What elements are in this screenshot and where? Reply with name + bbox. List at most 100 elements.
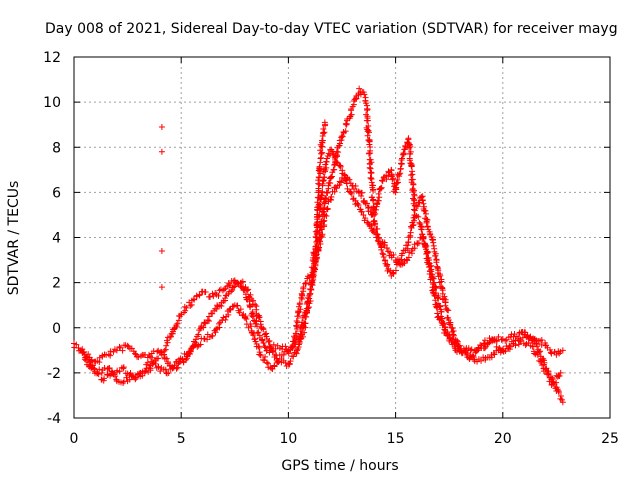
data-point-track-c bbox=[493, 343, 500, 350]
data-point-track-c bbox=[368, 169, 375, 176]
data-point-track-c bbox=[365, 150, 372, 157]
data-point-track-a bbox=[266, 349, 273, 356]
data-point-track-b bbox=[399, 261, 406, 268]
data-point-track-c bbox=[537, 348, 544, 355]
data-points bbox=[71, 85, 566, 406]
data-point-track-d bbox=[318, 150, 325, 157]
data-point-track-b bbox=[296, 340, 303, 347]
data-point-track-c bbox=[502, 348, 509, 355]
data-point-track-c bbox=[323, 189, 330, 196]
data-point-track-c bbox=[89, 362, 96, 369]
data-point-track-c bbox=[423, 218, 430, 225]
data-point-track-a bbox=[255, 329, 262, 336]
data-point-track-c bbox=[378, 184, 385, 191]
data-point-track-d bbox=[316, 163, 323, 170]
data-point-track-c bbox=[293, 318, 300, 325]
data-point-track-b bbox=[324, 205, 331, 212]
data-point-track-a bbox=[209, 290, 216, 297]
data-point-track-c bbox=[477, 342, 484, 349]
data-point-track-c bbox=[399, 155, 406, 162]
data-point-track-a bbox=[253, 317, 260, 324]
data-point-track-c bbox=[183, 356, 190, 363]
data-point-track-c bbox=[525, 335, 532, 342]
data-point-track-c bbox=[347, 113, 354, 120]
data-point-track-d bbox=[316, 194, 323, 201]
data-point-track-c bbox=[343, 121, 350, 128]
data-point-track-c bbox=[372, 210, 379, 217]
data-point-track-c bbox=[356, 85, 363, 92]
data-point-track-b bbox=[415, 240, 422, 247]
data-point-track-c bbox=[453, 341, 460, 348]
data-point-track-c bbox=[106, 365, 113, 372]
data-point-track-b bbox=[116, 368, 123, 375]
data-point-track-c bbox=[524, 333, 531, 340]
data-point-track-c bbox=[310, 269, 317, 276]
data-point-track-c bbox=[419, 197, 426, 204]
data-point-track-c bbox=[292, 330, 299, 337]
data-point-track-c bbox=[548, 374, 555, 381]
data-point-track-b bbox=[165, 369, 172, 376]
data-point-track-b bbox=[295, 344, 302, 351]
data-point-track-c bbox=[332, 158, 339, 165]
data-point-track-b bbox=[306, 291, 313, 298]
data-point-track-c bbox=[450, 332, 457, 339]
data-point-track-a bbox=[379, 250, 386, 257]
data-point-track-c bbox=[365, 129, 372, 136]
data-point-track-c bbox=[364, 132, 371, 139]
data-point-track-a bbox=[374, 225, 381, 232]
data-point-track-c bbox=[268, 365, 275, 372]
x-tick-label: 10 bbox=[279, 431, 297, 447]
data-point-track-c bbox=[304, 273, 311, 280]
data-point-track-b bbox=[394, 256, 401, 263]
data-point-track-c bbox=[290, 338, 297, 345]
data-point-track-c bbox=[374, 200, 381, 207]
data-point-track-c bbox=[91, 365, 98, 372]
data-point-track-c bbox=[426, 228, 433, 235]
data-point-track-b bbox=[321, 217, 328, 224]
data-point-track-c bbox=[165, 358, 172, 365]
data-point-track-c bbox=[433, 259, 440, 266]
data-point-track-a bbox=[358, 193, 365, 200]
data-point-track-a bbox=[319, 178, 326, 185]
data-point-track-c bbox=[462, 348, 469, 355]
data-point-track-b bbox=[354, 200, 361, 207]
data-point-track-c bbox=[375, 197, 382, 204]
data-point-track-c bbox=[216, 320, 223, 327]
data-point-track-c bbox=[248, 323, 255, 330]
data-point-track-c bbox=[294, 326, 301, 333]
data-point-track-c bbox=[243, 315, 250, 322]
data-point-track-a bbox=[321, 174, 328, 181]
data-point-track-c bbox=[166, 362, 173, 369]
data-point-track-c bbox=[406, 144, 413, 151]
data-point-track-a bbox=[182, 307, 189, 314]
data-point-track-c bbox=[410, 206, 417, 213]
data-point-track-c bbox=[155, 355, 162, 362]
data-point-track-c bbox=[493, 338, 500, 345]
data-point-track-c bbox=[227, 306, 234, 313]
y-tick-label: -2 bbox=[47, 366, 61, 382]
data-point-track-c bbox=[296, 308, 303, 315]
data-point-track-b bbox=[424, 249, 431, 256]
data-point-track-d bbox=[315, 187, 322, 194]
data-point-track-b bbox=[328, 193, 335, 200]
data-point-track-c bbox=[321, 195, 328, 202]
data-point-track-c bbox=[499, 347, 506, 354]
data-point-track-c bbox=[394, 176, 401, 183]
data-point-track-a bbox=[261, 343, 268, 350]
data-point-track-b bbox=[127, 369, 134, 376]
data-point-track-b bbox=[120, 365, 127, 372]
data-point-track-a bbox=[73, 341, 80, 348]
data-point-track-a bbox=[85, 351, 92, 358]
data-point-track-c bbox=[367, 174, 374, 181]
data-point-track-b bbox=[390, 251, 397, 258]
y-axis-label: SDTVAR / TECUs bbox=[6, 181, 22, 296]
data-point-track-c bbox=[302, 280, 309, 287]
data-point-track-b bbox=[436, 302, 443, 309]
data-point-track-c bbox=[285, 350, 292, 357]
data-point-track-b bbox=[420, 233, 427, 240]
data-point-track-c bbox=[257, 352, 264, 359]
data-point-track-c bbox=[327, 174, 334, 181]
x-tick-label: 0 bbox=[70, 431, 79, 447]
data-point-track-c bbox=[557, 393, 564, 400]
data-point-track-c bbox=[541, 359, 548, 366]
